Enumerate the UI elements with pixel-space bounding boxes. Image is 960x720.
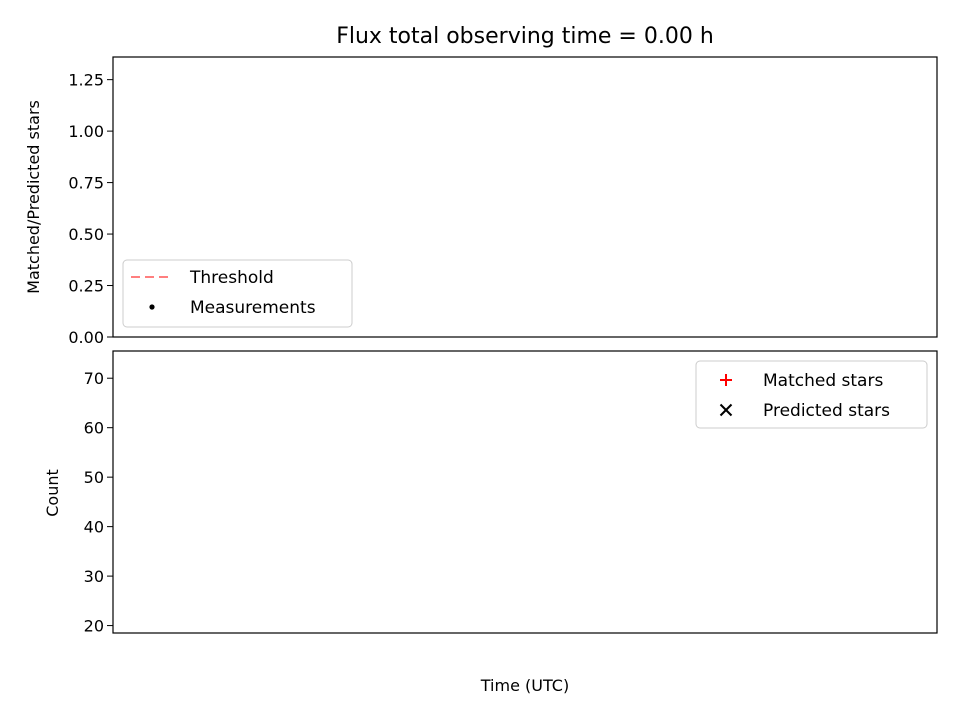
bottom-y-tick-label: 50: [84, 468, 104, 487]
bottom-plot-frame: [112, 350, 938, 634]
top-y-tick-label: 0.50: [68, 225, 104, 244]
bottom-y-tick-label: 40: [84, 518, 104, 537]
bottom-y-tick-label: 70: [84, 369, 104, 388]
top-y-tick-label: 1.00: [68, 122, 104, 141]
top-plot-frame: [112, 56, 938, 338]
ratio-chart: Flux total observing time = 0.00 h Match…: [24, 24, 938, 347]
top-y-tick-label: 0.25: [68, 277, 104, 296]
top-y-tick-label: 0.00: [68, 328, 104, 347]
legend-predicted-swatch: [719, 403, 733, 417]
top-y-axis-label: Matched/Predicted stars: [24, 100, 43, 294]
legend-predicted-label: Predicted stars: [763, 401, 890, 421]
top-y-tick-label: 1.25: [68, 71, 104, 90]
legend-threshold-label: Threshold: [189, 268, 274, 288]
bottom-y-tick-label: 60: [84, 419, 104, 438]
top-y-axis-ticks: 0.00 0.25 0.50 0.75 1.00 1.25: [68, 71, 113, 347]
top-legend: Threshold Measurements: [122, 259, 353, 328]
x-axis-label: Time (UTC): [480, 676, 569, 695]
bottom-y-axis-ticks: 20 30 40 50 60 70: [84, 369, 113, 636]
top-legend-box: [122, 259, 353, 328]
bottom-y-tick-label: 30: [84, 567, 104, 586]
bottom-y-tick-label: 20: [84, 617, 104, 636]
legend-measurements-swatch: [149, 304, 155, 310]
legend-matched-label: Matched stars: [763, 371, 883, 391]
bottom-y-axis-label: Count: [43, 469, 62, 517]
bottom-legend-box: [695, 360, 928, 429]
chart-title: Flux total observing time = 0.00 h: [336, 24, 714, 49]
top-y-tick-label: 0.75: [68, 174, 104, 193]
legend-matched-swatch: [720, 374, 732, 386]
legend-measurements-label: Measurements: [190, 298, 316, 318]
bottom-legend: Matched stars Predicted stars: [695, 360, 928, 429]
